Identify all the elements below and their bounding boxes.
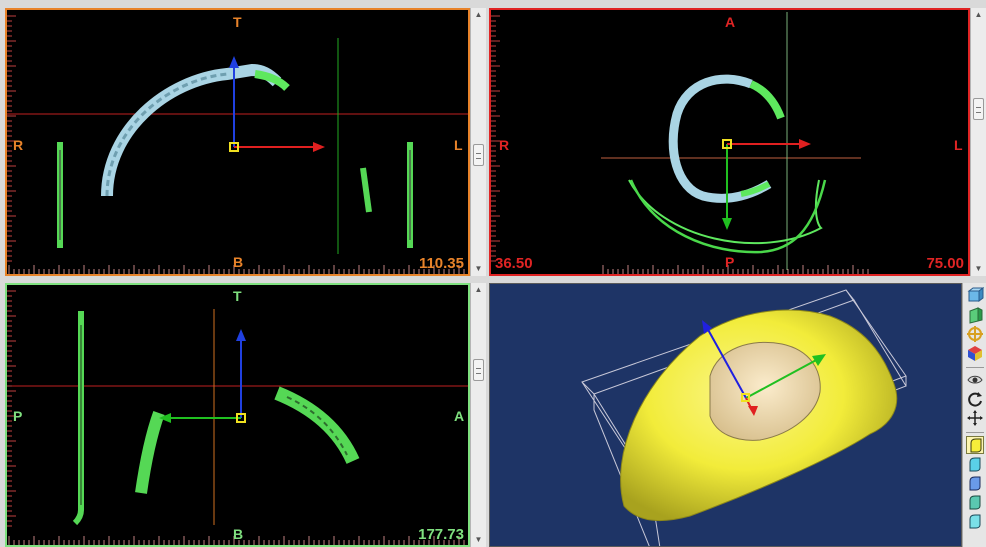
axis-origin-handle[interactable] bbox=[741, 393, 750, 402]
outer-contour-arc bbox=[628, 179, 823, 245]
skull-bone-arc bbox=[101, 63, 282, 197]
axis-origin-handle[interactable] bbox=[229, 142, 239, 152]
slice-position-value: 110.35 bbox=[418, 255, 464, 272]
orientation-label-left: P bbox=[13, 408, 23, 424]
scroll-down-button[interactable]: ▼ bbox=[474, 535, 483, 544]
axis-up-arrow bbox=[705, 325, 747, 399]
scroll-thumb[interactable] bbox=[973, 98, 984, 120]
surface-yellow-icon[interactable] bbox=[966, 436, 984, 454]
vertical-ruler bbox=[491, 15, 500, 262]
axial-scrollbar[interactable]: ▲ ▼ bbox=[970, 8, 986, 276]
toolbar-separator bbox=[966, 367, 984, 368]
surface-cyan-2-icon[interactable] bbox=[966, 513, 984, 531]
axial-slice-canvas[interactable] bbox=[491, 10, 970, 276]
bone-strip-left bbox=[72, 311, 84, 526]
skull-cross-section bbox=[668, 74, 772, 203]
coronal-scrollbar[interactable]: ▲ ▼ bbox=[470, 8, 486, 276]
surface-cyan-icon[interactable] bbox=[966, 456, 984, 474]
orientation-label-bottom: B bbox=[233, 254, 244, 270]
orientation-label-top: T bbox=[233, 14, 242, 30]
render-3d-canvas[interactable] bbox=[490, 284, 962, 547]
bone-fragment bbox=[360, 167, 372, 213]
surface-blue-icon[interactable] bbox=[966, 475, 984, 493]
rotate-icon[interactable] bbox=[966, 390, 984, 408]
sagittal-view[interactable]: T B P A 177.73 bbox=[5, 283, 470, 547]
scroll-up-button[interactable]: ▲ bbox=[474, 285, 483, 294]
sagittal-slice-canvas[interactable] bbox=[7, 285, 470, 547]
cube-color-icon[interactable] bbox=[966, 344, 984, 362]
scroll-up-button[interactable]: ▲ bbox=[974, 10, 983, 19]
horizontal-ruler bbox=[602, 265, 869, 274]
scroll-down-button[interactable]: ▼ bbox=[474, 264, 483, 273]
pan-icon[interactable] bbox=[966, 409, 984, 427]
horizontal-ruler bbox=[8, 536, 465, 545]
vertical-ruler bbox=[7, 15, 16, 262]
scroll-up-button[interactable]: ▲ bbox=[474, 10, 483, 19]
horizontal-ruler bbox=[8, 265, 465, 274]
surface-teal-icon[interactable] bbox=[966, 494, 984, 512]
skull-edge-segment bbox=[254, 70, 290, 91]
orientation-label-top: A bbox=[725, 14, 736, 30]
sagittal-scrollbar[interactable]: ▲ ▼ bbox=[470, 283, 486, 547]
axes-move-icon[interactable] bbox=[966, 325, 984, 343]
coronal-view[interactable]: T B R L 110.35 bbox=[5, 8, 470, 276]
bone-arc-left bbox=[135, 410, 165, 494]
scroll-down-button[interactable]: ▼ bbox=[974, 264, 983, 273]
coronal-slice-canvas[interactable] bbox=[7, 10, 470, 276]
orientation-label-right: L bbox=[454, 137, 463, 153]
cut-surface bbox=[709, 341, 821, 441]
orientation-label-bottom: B bbox=[233, 526, 244, 542]
bone-arc-right bbox=[274, 386, 360, 465]
orientation-label-top: T bbox=[233, 288, 242, 304]
slice-range-end-value: 75.00 bbox=[926, 255, 964, 272]
vertical-ruler bbox=[7, 290, 16, 527]
slice-position-value: 177.73 bbox=[418, 526, 464, 543]
scroll-thumb[interactable] bbox=[473, 359, 484, 381]
orientation-label-bottom: P bbox=[725, 254, 735, 270]
orientation-label-left: R bbox=[499, 137, 510, 153]
slice-range-start-value: 36.50 bbox=[495, 255, 533, 272]
axis-origin-handle[interactable] bbox=[236, 413, 246, 423]
box-side-icon[interactable] bbox=[966, 306, 984, 324]
eye-icon[interactable] bbox=[966, 371, 984, 389]
scroll-thumb[interactable] bbox=[473, 144, 484, 166]
axis-origin-handle[interactable] bbox=[722, 139, 732, 149]
render-3d-view[interactable] bbox=[489, 283, 962, 547]
axis-right-arrow bbox=[745, 357, 821, 399]
orientation-label-right: L bbox=[954, 137, 963, 153]
box-view-icon[interactable] bbox=[966, 287, 984, 305]
orientation-label-left: R bbox=[13, 137, 24, 153]
toolbar-separator bbox=[966, 432, 984, 433]
orientation-label-right: A bbox=[454, 408, 465, 424]
render-3d-toolbar bbox=[962, 283, 986, 547]
axial-view[interactable]: A P R L 36.50 75.00 bbox=[489, 8, 970, 276]
